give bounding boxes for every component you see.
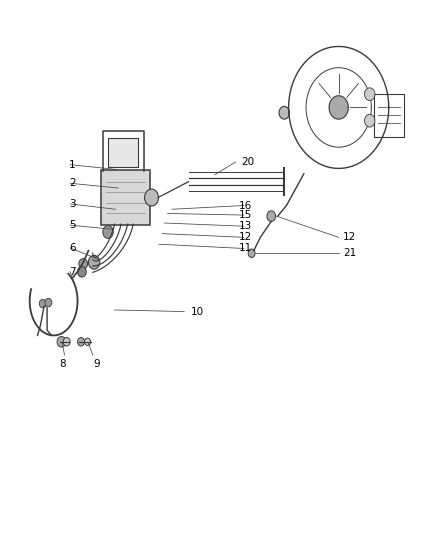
Circle shape [78, 266, 86, 277]
Text: 20: 20 [241, 157, 254, 167]
Text: 16: 16 [239, 200, 252, 211]
FancyBboxPatch shape [101, 170, 150, 225]
Circle shape [85, 338, 91, 345]
Text: 3: 3 [69, 199, 75, 209]
Circle shape [279, 107, 290, 119]
Text: 13: 13 [239, 221, 252, 231]
Text: 6: 6 [69, 243, 75, 253]
Text: 11: 11 [239, 244, 252, 254]
Circle shape [103, 225, 113, 238]
Text: 15: 15 [239, 210, 252, 220]
Circle shape [364, 88, 375, 101]
Circle shape [248, 249, 255, 257]
Circle shape [364, 114, 375, 127]
Text: 5: 5 [69, 220, 75, 230]
Text: 7: 7 [69, 267, 75, 277]
Text: 10: 10 [191, 306, 204, 317]
Text: 12: 12 [343, 232, 356, 243]
Circle shape [63, 337, 70, 346]
Circle shape [57, 336, 66, 347]
Text: 12: 12 [239, 232, 252, 243]
Circle shape [39, 300, 46, 308]
Text: 9: 9 [93, 359, 99, 369]
Text: 21: 21 [343, 248, 356, 259]
Circle shape [45, 298, 52, 307]
Text: 1: 1 [69, 160, 75, 169]
Text: 2: 2 [69, 178, 75, 188]
Circle shape [88, 255, 100, 269]
FancyBboxPatch shape [109, 138, 138, 167]
Circle shape [78, 337, 85, 346]
Circle shape [267, 211, 276, 221]
Polygon shape [329, 96, 348, 119]
Text: 8: 8 [59, 359, 66, 369]
Circle shape [79, 259, 88, 269]
Circle shape [145, 189, 159, 206]
